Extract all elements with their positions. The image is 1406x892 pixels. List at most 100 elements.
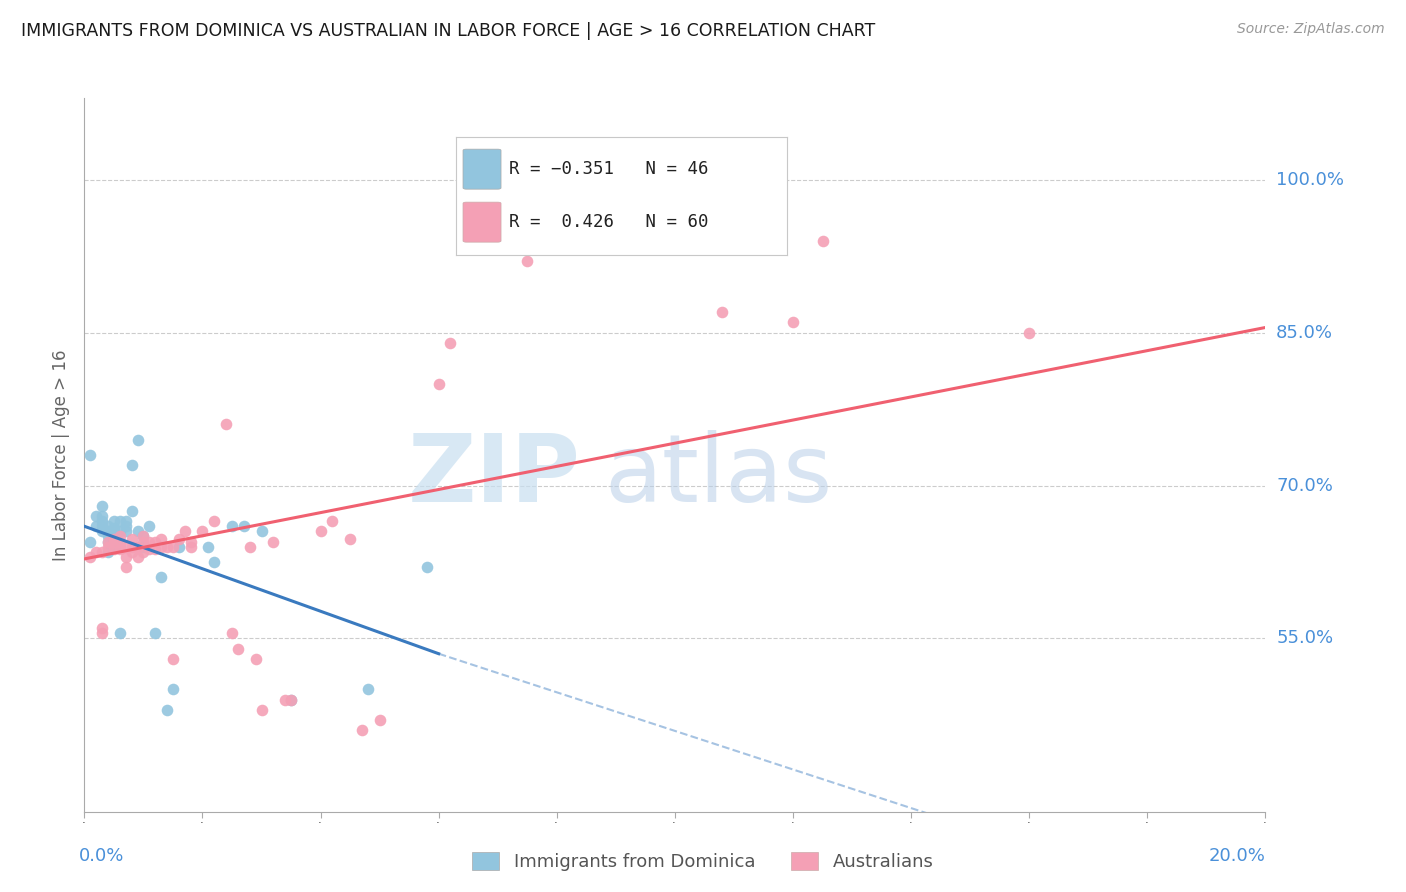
Point <box>711 305 734 319</box>
Text: atlas: atlas <box>605 430 832 523</box>
Point <box>202 514 225 528</box>
Point <box>91 524 114 539</box>
Point <box>114 524 136 539</box>
Point <box>156 540 179 554</box>
Point <box>114 560 136 574</box>
Point <box>79 448 101 462</box>
Point <box>138 534 160 549</box>
Text: 70.0%: 70.0% <box>1277 476 1333 494</box>
Point <box>108 541 131 556</box>
Point <box>84 545 107 559</box>
Point <box>108 524 131 539</box>
Point <box>91 509 114 524</box>
Point <box>1018 326 1040 340</box>
Point <box>215 417 238 432</box>
Point <box>427 376 450 391</box>
Point <box>103 534 125 549</box>
Point <box>150 532 173 546</box>
Text: 0.0%: 0.0% <box>79 847 124 865</box>
Point <box>97 524 120 539</box>
Point <box>108 514 131 528</box>
Point <box>97 540 120 554</box>
Point <box>162 652 184 666</box>
Point <box>97 529 120 543</box>
Point <box>97 545 120 559</box>
Text: ZIP: ZIP <box>408 430 581 523</box>
Point <box>143 626 166 640</box>
Point <box>121 504 143 518</box>
Point <box>191 524 214 539</box>
Point <box>138 541 160 556</box>
Point <box>309 524 332 539</box>
Point <box>91 519 114 533</box>
Point <box>132 529 155 543</box>
Text: 85.0%: 85.0% <box>1277 324 1333 342</box>
Point <box>114 540 136 554</box>
Point <box>114 519 136 533</box>
Point <box>121 458 143 472</box>
Point <box>782 315 804 329</box>
Point <box>162 540 184 554</box>
Point <box>132 540 155 554</box>
Point <box>121 545 143 559</box>
Point <box>162 682 184 697</box>
Point <box>91 514 114 528</box>
Point <box>103 540 125 554</box>
Point <box>221 519 243 533</box>
Point <box>350 723 373 738</box>
Text: 100.0%: 100.0% <box>1277 170 1344 189</box>
Point <box>368 713 391 727</box>
Point <box>245 652 267 666</box>
Point <box>226 641 249 656</box>
Point <box>202 555 225 569</box>
Point <box>321 514 343 528</box>
Point <box>262 534 284 549</box>
Point <box>167 540 190 554</box>
Point <box>357 682 380 697</box>
Point <box>250 524 273 539</box>
Point <box>173 524 195 539</box>
Point <box>127 549 149 564</box>
Point <box>127 540 149 554</box>
Point <box>108 626 131 640</box>
Point <box>339 532 361 546</box>
Point <box>239 540 262 554</box>
Point <box>132 529 155 543</box>
Point <box>180 534 202 549</box>
Point <box>132 534 155 549</box>
Point <box>127 524 149 539</box>
Point <box>79 549 101 564</box>
Point <box>439 335 461 350</box>
Point <box>143 541 166 556</box>
Point <box>103 532 125 546</box>
Legend: Immigrants from Dominica, Australians: Immigrants from Dominica, Australians <box>465 845 941 879</box>
Point <box>516 254 538 268</box>
Point <box>127 433 149 447</box>
Point <box>103 521 125 535</box>
Point <box>103 541 125 556</box>
Text: 20.0%: 20.0% <box>1209 847 1265 865</box>
Point <box>91 499 114 513</box>
Point <box>103 514 125 528</box>
Point <box>250 703 273 717</box>
Point <box>97 534 120 549</box>
Point <box>138 519 160 533</box>
Point <box>132 545 155 559</box>
Point <box>114 549 136 564</box>
Point <box>108 534 131 549</box>
Point <box>91 621 114 635</box>
Point <box>108 540 131 554</box>
Y-axis label: In Labor Force | Age > 16: In Labor Force | Age > 16 <box>52 349 70 561</box>
Point <box>221 626 243 640</box>
Point <box>84 509 107 524</box>
Point <box>150 570 173 584</box>
Point <box>103 532 125 546</box>
Point <box>274 692 297 706</box>
Point <box>167 532 190 546</box>
Point <box>811 234 834 248</box>
Text: Source: ZipAtlas.com: Source: ZipAtlas.com <box>1237 22 1385 37</box>
Point <box>97 534 120 549</box>
Point <box>97 519 120 533</box>
Point <box>121 532 143 546</box>
Point <box>103 524 125 539</box>
